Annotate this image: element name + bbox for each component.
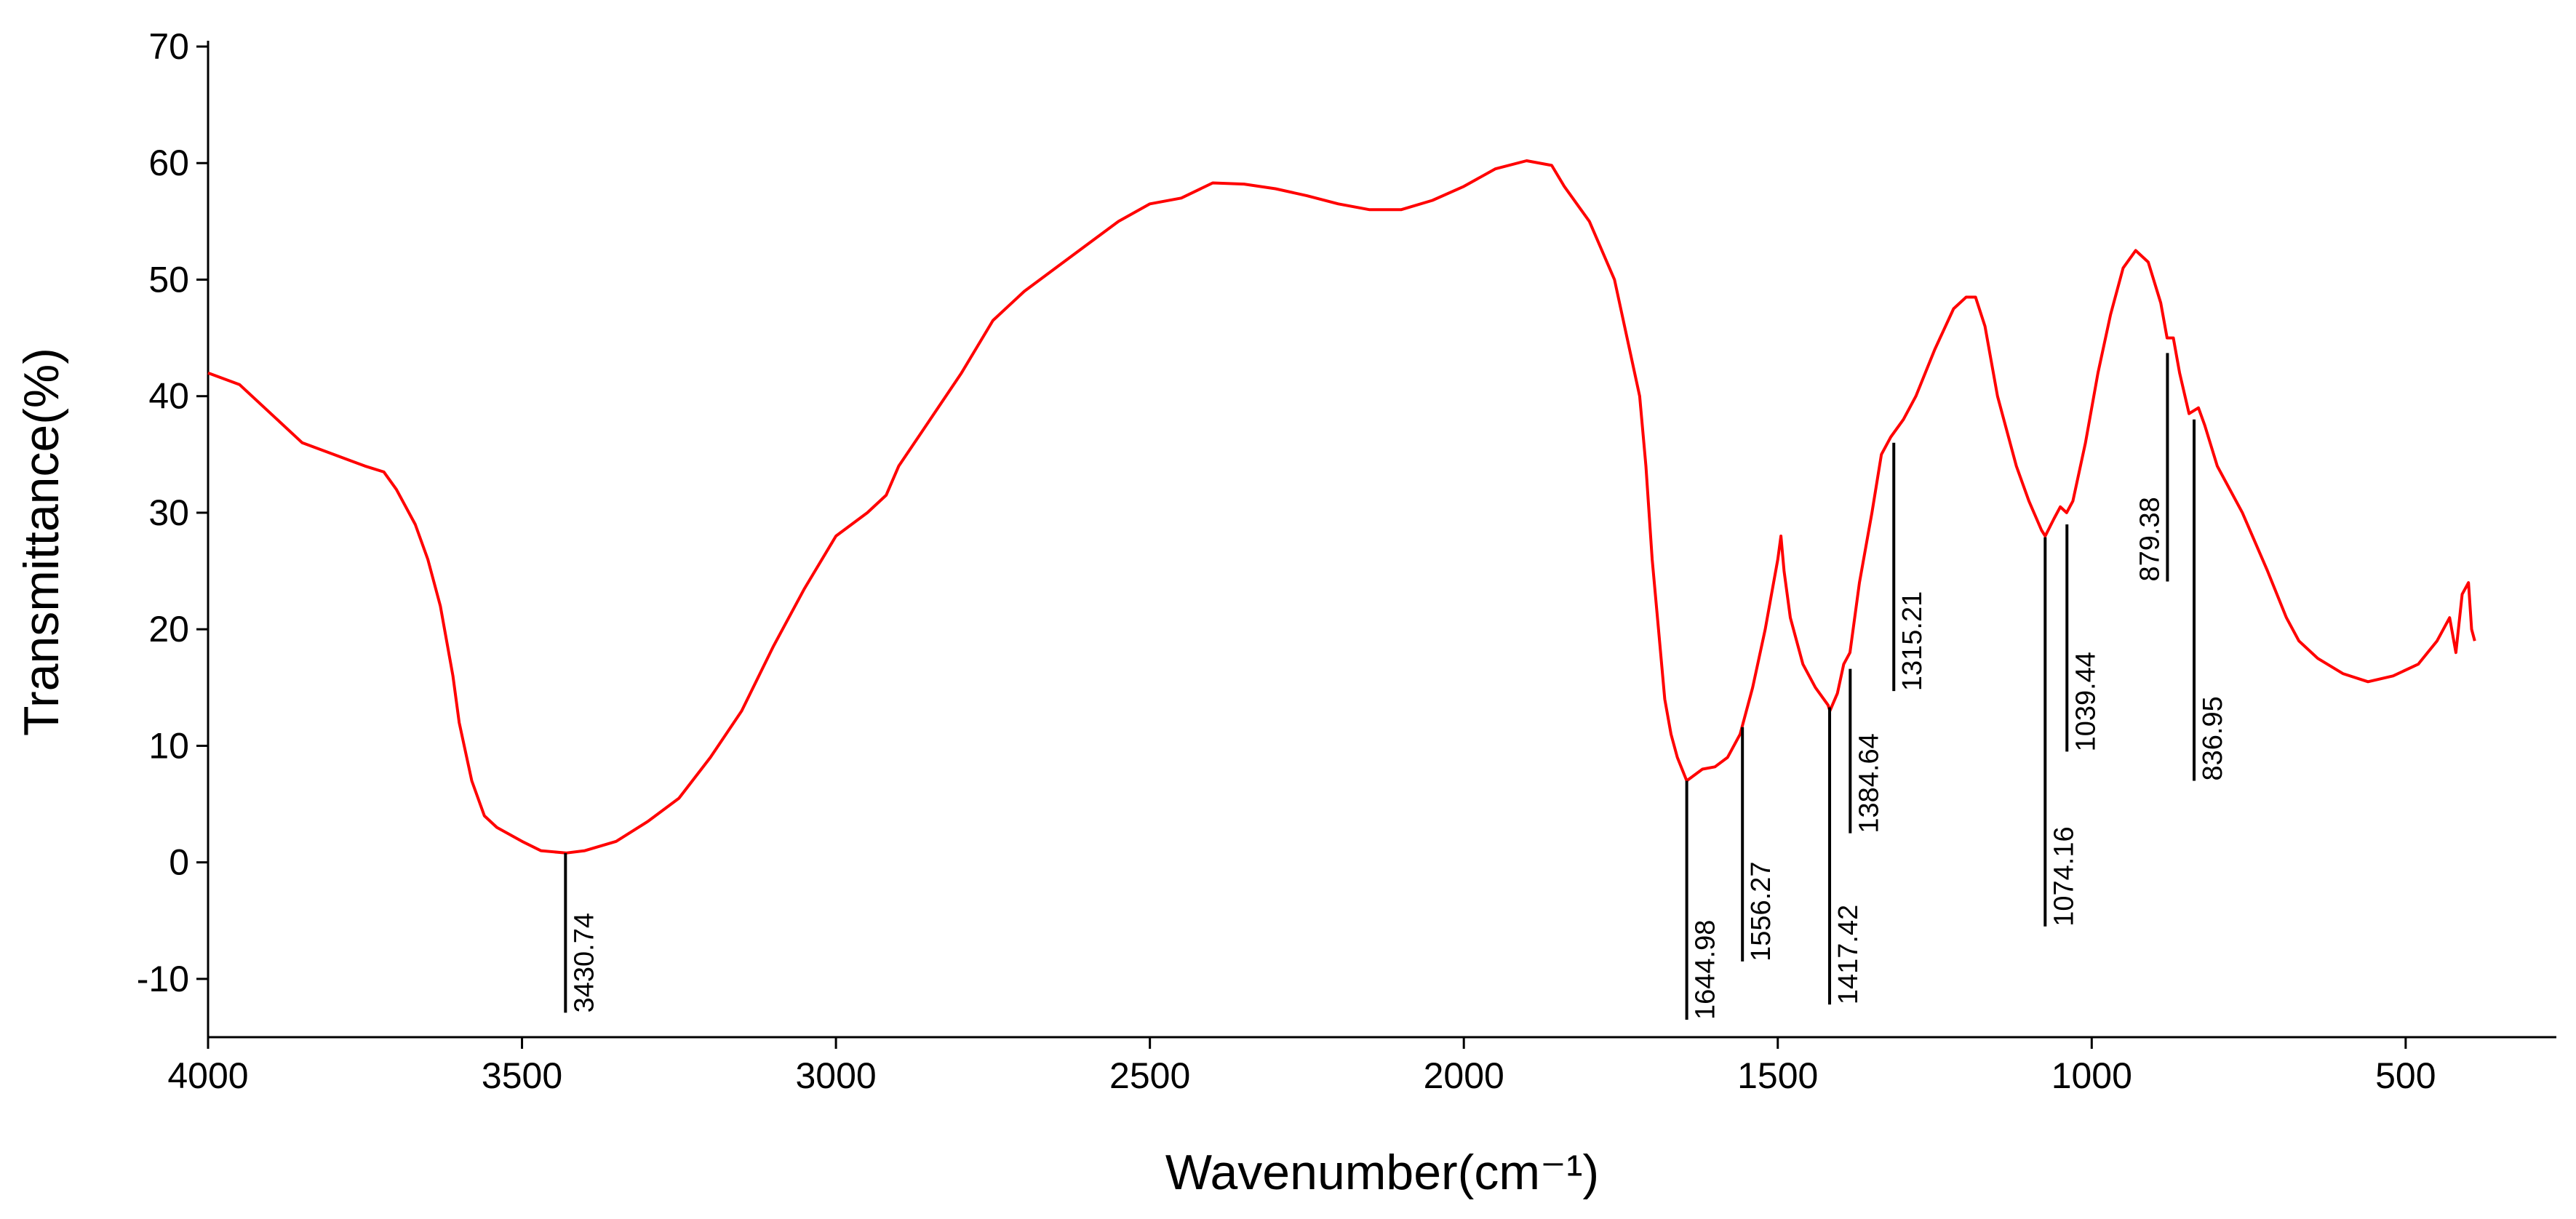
y-tick-label: 10: [148, 725, 189, 766]
x-tick-label: 1500: [1737, 1055, 1818, 1096]
x-axis-title: Wavenumber(cm⁻¹): [1165, 1145, 1599, 1200]
peak-label: 1315.21: [1897, 591, 1928, 691]
peak-label: 1417.42: [1833, 905, 1864, 1004]
peak-label: 3430.74: [569, 913, 599, 1012]
peak-label: 1039.44: [2070, 652, 2101, 751]
y-tick-label: 30: [148, 492, 189, 533]
y-tick-label: 40: [148, 376, 189, 417]
peak-label: 1384.64: [1854, 733, 1884, 833]
y-tick-label: 20: [148, 609, 189, 650]
x-tick-label: 3500: [482, 1055, 562, 1096]
y-tick-label: 0: [169, 842, 189, 883]
x-tick-label: 3000: [795, 1055, 876, 1096]
x-tick-label: 500: [2375, 1055, 2436, 1096]
y-axis-title: Transmittance(%): [14, 348, 69, 736]
x-tick-label: 2000: [1424, 1055, 1504, 1096]
peak-label: 879.38: [2134, 497, 2165, 581]
x-tick-label: 4000: [167, 1055, 248, 1096]
y-tick-label: 70: [148, 26, 189, 67]
y-tick-label: 60: [148, 143, 189, 183]
peak-label: 1074.16: [2049, 826, 2079, 926]
y-tick-label: -10: [137, 959, 189, 999]
y-tick-label: 50: [148, 259, 189, 300]
x-tick-label: 1000: [2051, 1055, 2132, 1096]
peak-label: 836.95: [2198, 696, 2228, 780]
peak-label: 1556.27: [1746, 861, 1777, 961]
x-tick-label: 2500: [1109, 1055, 1190, 1096]
peak-label: 1644.98: [1691, 920, 1721, 1020]
spectrum-line: [207, 159, 2476, 855]
